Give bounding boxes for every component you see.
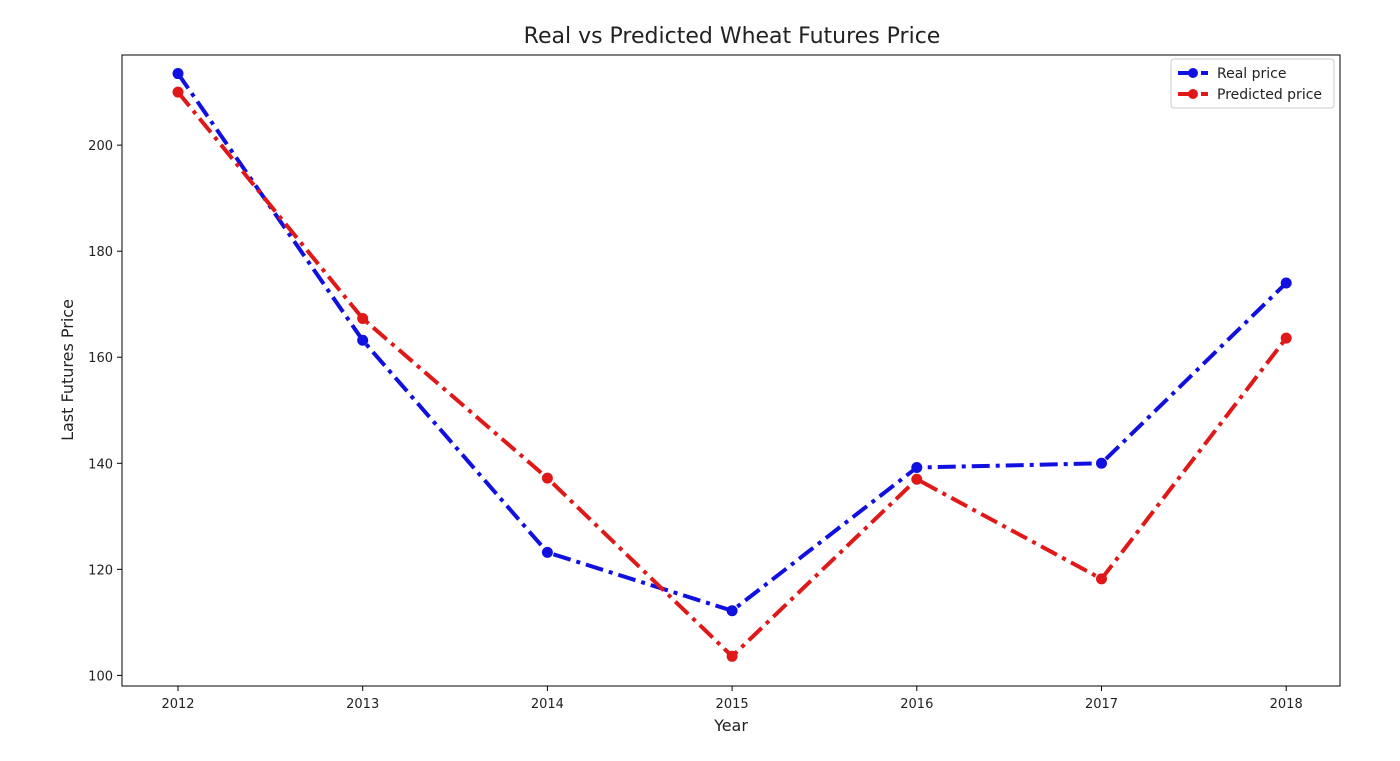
legend-marker	[1188, 68, 1198, 78]
data-point	[357, 313, 369, 325]
series-line	[176, 72, 1288, 613]
data-point	[726, 650, 738, 662]
data-point	[1096, 573, 1107, 585]
x-tick-label: 2012	[161, 697, 194, 712]
x-tick-label: 2016	[900, 697, 933, 712]
y-axis: 100 120 140 160 180 200	[88, 139, 122, 684]
x-axis-label: Year	[713, 716, 748, 735]
series-line	[176, 90, 1288, 659]
x-tick-label: 2014	[531, 697, 564, 712]
chart-title: Real vs Predicted Wheat Futures Price	[524, 24, 941, 49]
legend-label: Predicted price	[1217, 87, 1322, 103]
legend-marker	[1188, 89, 1198, 99]
y-axis-label: Last Futures Price	[58, 299, 77, 441]
y-tick-label: 120	[88, 563, 113, 578]
y-tick-label: 140	[88, 457, 113, 472]
data-point	[541, 546, 553, 558]
x-tick-label: 2013	[346, 697, 379, 712]
data-point	[172, 68, 184, 80]
plot-area	[121, 54, 1341, 687]
y-tick-label: 200	[88, 139, 113, 154]
y-tick-label: 180	[88, 245, 113, 260]
x-axis: 2012 2013 2014 2015 2016 2017 2018	[161, 686, 1303, 712]
legend-label: Real price	[1217, 66, 1286, 82]
series-real-price	[172, 68, 1292, 617]
x-tick-label: 2015	[716, 697, 749, 712]
legend-box	[1170, 58, 1335, 109]
data-point	[911, 473, 923, 485]
y-tick-label: 160	[88, 351, 113, 366]
data-point	[726, 605, 738, 617]
data-point	[172, 86, 184, 98]
data-point	[1280, 332, 1292, 344]
legend: Real price Predicted price	[1170, 58, 1335, 109]
data-point	[1280, 277, 1292, 289]
y-tick-label: 100	[88, 669, 113, 684]
series-predicted-price	[172, 86, 1292, 662]
x-tick-label: 2017	[1085, 697, 1118, 712]
data-point	[1096, 457, 1107, 469]
data-point	[541, 472, 553, 484]
x-tick-label: 2018	[1270, 697, 1303, 712]
data-point	[911, 462, 923, 474]
series-layer	[172, 68, 1292, 662]
data-point	[357, 334, 369, 346]
